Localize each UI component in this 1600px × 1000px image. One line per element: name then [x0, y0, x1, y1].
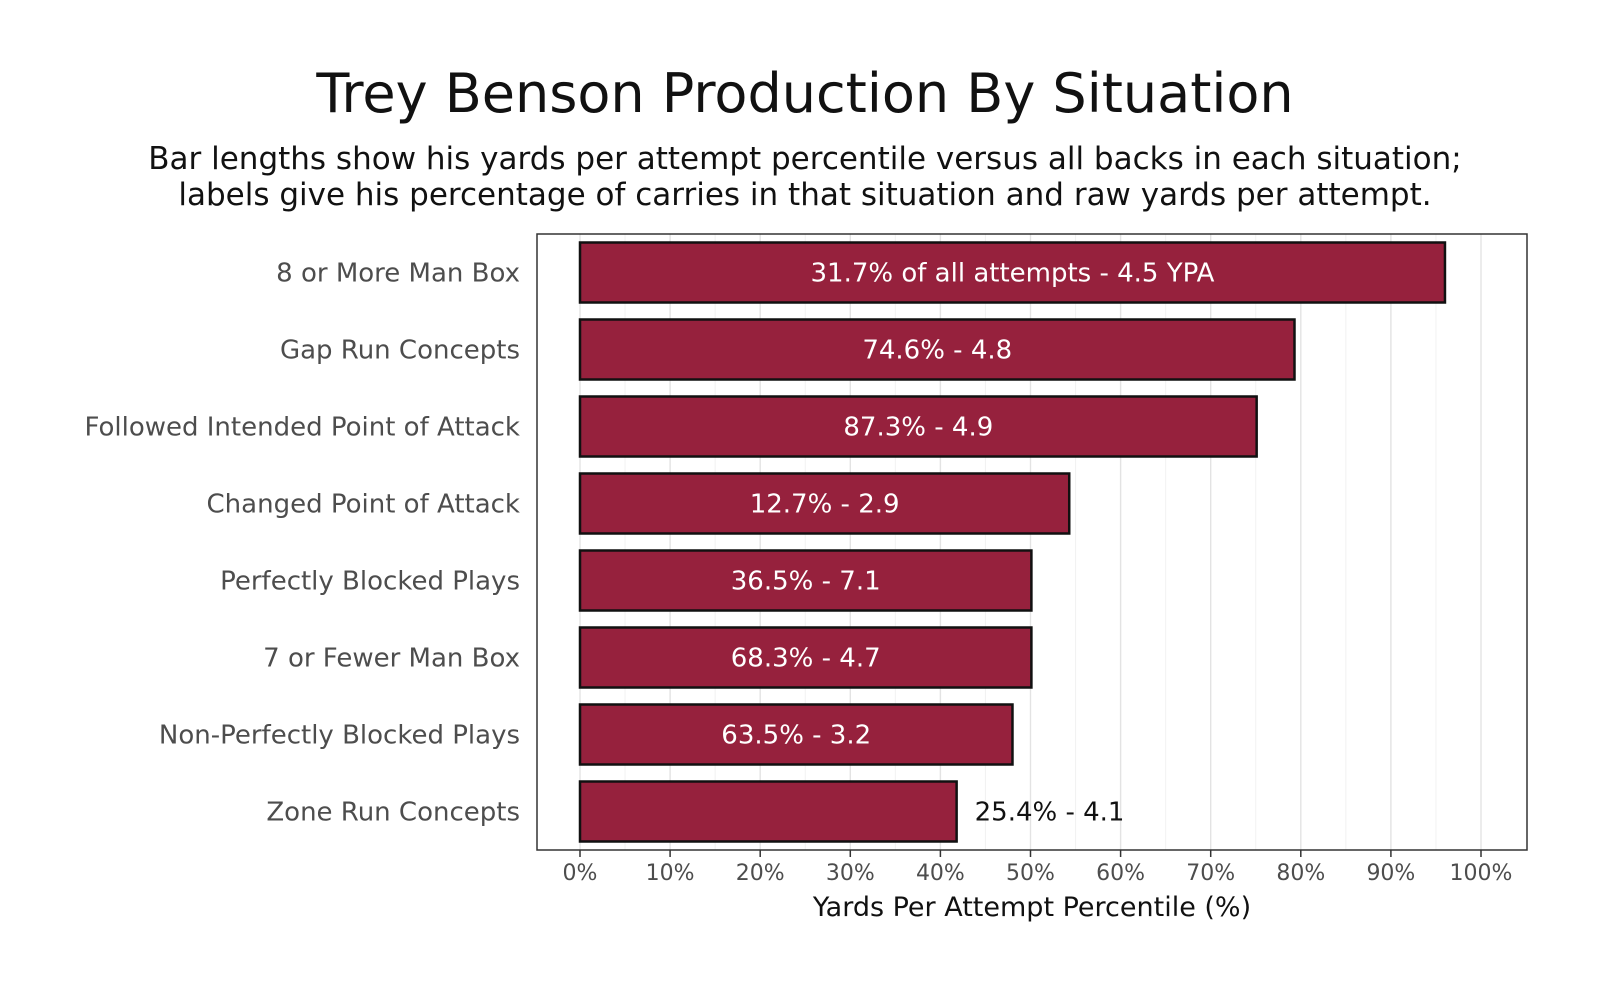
x-tick-label: 100% [1450, 861, 1513, 886]
bar-label: 74.6% - 4.8 [862, 336, 1012, 366]
plot-panel-border [536, 233, 1528, 851]
bar-label: 31.7% of all attempts - 4.5 YPA [811, 259, 1215, 289]
x-tick-label: 0% [563, 861, 598, 886]
bar [578, 780, 958, 843]
x-tick-label: 50% [1006, 861, 1055, 886]
category-label: Gap Run Concepts [280, 336, 520, 366]
category-label: 8 or More Man Box [276, 259, 520, 289]
bar-label: 63.5% - 3.2 [721, 721, 871, 751]
chart-title: Trey Benson Production By Situation [316, 62, 1294, 125]
x-tick-label: 60% [1096, 861, 1145, 886]
category-label: Changed Point of Attack [207, 490, 520, 520]
bar [578, 549, 1033, 612]
bar-label: 25.4% - 4.1 [975, 798, 1125, 828]
bar [578, 241, 1447, 304]
chart-subtitle: Bar lengths show his yards per attempt p… [0, 141, 1600, 213]
category-label: Non-Perfectly Blocked Plays [159, 721, 520, 751]
bar [578, 703, 1014, 766]
x-axis-title: Yards Per Attempt Percentile (%) [812, 892, 1251, 923]
subtitle-line-1: Bar lengths show his yards per attempt p… [148, 141, 1462, 177]
bar [578, 626, 1033, 689]
x-tick-label: 70% [1186, 861, 1235, 886]
bar [578, 318, 1296, 381]
bar-label: 36.5% - 7.1 [731, 567, 881, 597]
bar [578, 472, 1071, 535]
subtitle-line-2: labels give his percentage of carries in… [178, 177, 1432, 213]
x-tick-label: 20% [736, 861, 785, 886]
x-tick-label: 10% [646, 861, 695, 886]
bar-label: 68.3% - 4.7 [731, 644, 881, 674]
category-label: Followed Intended Point of Attack [84, 413, 520, 443]
bar-label: 12.7% - 2.9 [750, 490, 900, 520]
category-label: Zone Run Concepts [266, 798, 520, 828]
x-tick-label: 90% [1366, 861, 1415, 886]
x-tick-label: 30% [826, 861, 875, 886]
bar [578, 395, 1258, 458]
category-label: 7 or Fewer Man Box [263, 644, 520, 674]
x-tick-label: 80% [1276, 861, 1325, 886]
category-label: Perfectly Blocked Plays [220, 567, 520, 597]
x-tick-label: 40% [916, 861, 965, 886]
bar-label: 87.3% - 4.9 [843, 413, 993, 443]
